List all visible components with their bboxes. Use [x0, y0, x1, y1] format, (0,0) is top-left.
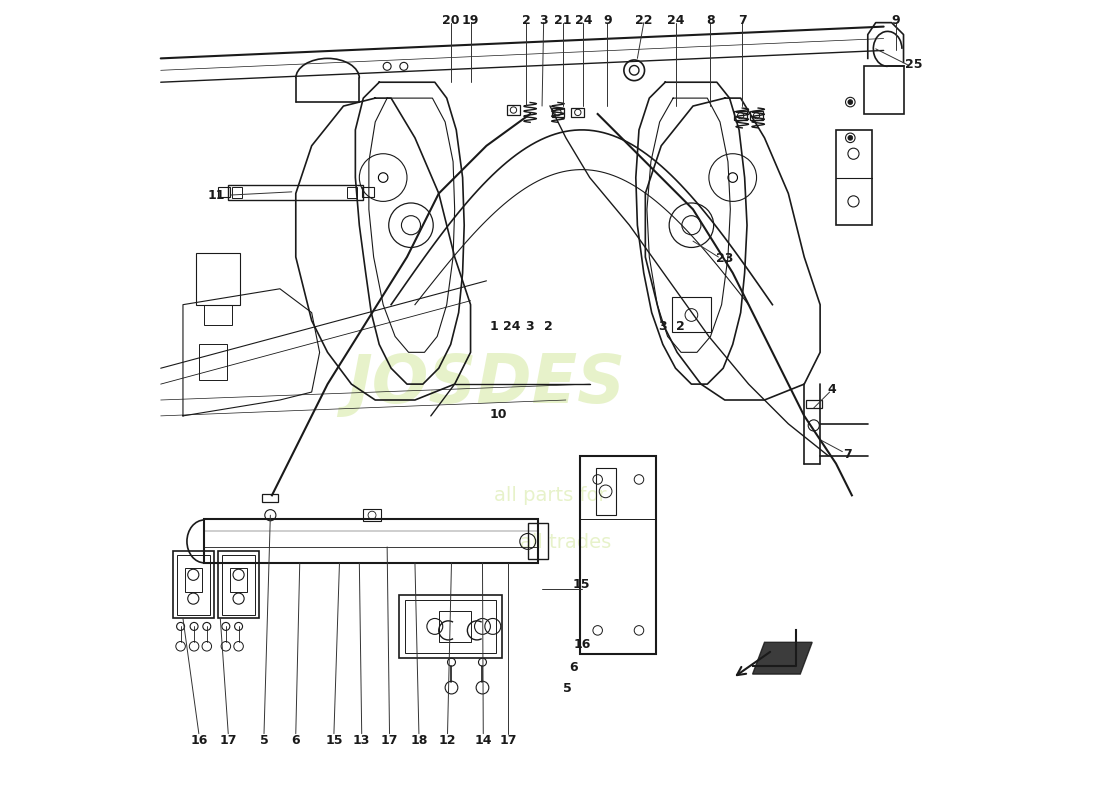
Text: 9: 9: [603, 14, 612, 26]
Text: JOSDES: JOSDES: [348, 351, 626, 417]
Bar: [750, 111, 763, 120]
Text: all trades: all trades: [520, 534, 612, 553]
Bar: [222, 555, 255, 614]
Text: 2: 2: [544, 321, 553, 334]
Text: 19: 19: [462, 14, 480, 26]
Bar: [572, 108, 584, 117]
Bar: [399, 594, 503, 658]
Bar: [439, 610, 471, 642]
Bar: [836, 130, 871, 226]
Bar: [205, 305, 232, 325]
Bar: [263, 494, 278, 502]
Text: 9: 9: [891, 14, 900, 26]
Text: 2: 2: [521, 14, 530, 26]
Text: 13: 13: [353, 734, 371, 746]
Text: 6: 6: [292, 734, 300, 746]
Text: 3: 3: [539, 14, 548, 26]
Bar: [348, 187, 358, 198]
Text: 7: 7: [738, 14, 747, 26]
Bar: [864, 66, 903, 114]
Text: 18: 18: [410, 734, 428, 746]
Bar: [551, 108, 564, 117]
Bar: [185, 569, 202, 592]
Text: 6: 6: [570, 662, 579, 674]
Text: 14: 14: [474, 734, 492, 746]
Circle shape: [848, 100, 852, 105]
Bar: [528, 523, 548, 559]
Bar: [362, 187, 374, 197]
Text: 15: 15: [573, 578, 591, 591]
Bar: [218, 187, 230, 197]
Bar: [177, 555, 210, 614]
Text: 16: 16: [573, 638, 591, 651]
Text: 17: 17: [381, 734, 398, 746]
Text: 3: 3: [525, 321, 533, 334]
Text: 21: 21: [554, 14, 572, 26]
Text: 12: 12: [439, 734, 456, 746]
Bar: [406, 600, 496, 653]
Bar: [229, 186, 363, 200]
Bar: [230, 569, 248, 592]
Text: 10: 10: [490, 408, 507, 421]
Text: 7: 7: [844, 447, 852, 461]
Text: 5: 5: [260, 734, 268, 746]
Text: 11: 11: [208, 189, 226, 202]
Bar: [806, 400, 822, 408]
Text: 8: 8: [706, 14, 715, 26]
Text: 24: 24: [667, 14, 684, 26]
Bar: [671, 297, 712, 333]
Bar: [173, 551, 214, 618]
Bar: [205, 519, 538, 563]
Bar: [735, 111, 747, 120]
Text: 17: 17: [220, 734, 236, 746]
Bar: [363, 509, 381, 521]
Text: 5: 5: [563, 682, 572, 695]
Text: 20: 20: [442, 14, 460, 26]
Text: all parts for: all parts for: [494, 486, 606, 505]
Text: 4: 4: [827, 383, 836, 396]
Bar: [197, 253, 240, 305]
Text: 1: 1: [490, 321, 498, 334]
Text: 2: 2: [675, 321, 684, 334]
Bar: [218, 551, 260, 618]
Bar: [580, 456, 656, 654]
Bar: [507, 106, 520, 114]
Polygon shape: [752, 642, 812, 674]
Text: 3: 3: [659, 321, 667, 334]
Bar: [596, 467, 616, 515]
Text: 16: 16: [190, 734, 208, 746]
Text: 15: 15: [326, 734, 343, 746]
Text: 24: 24: [503, 321, 520, 334]
Text: 17: 17: [499, 734, 517, 746]
Bar: [232, 187, 242, 198]
Text: 24: 24: [574, 14, 592, 26]
Text: 22: 22: [635, 14, 652, 26]
Bar: [199, 344, 227, 380]
Circle shape: [848, 135, 852, 140]
Text: 25: 25: [905, 58, 923, 71]
Text: 23: 23: [716, 252, 734, 265]
